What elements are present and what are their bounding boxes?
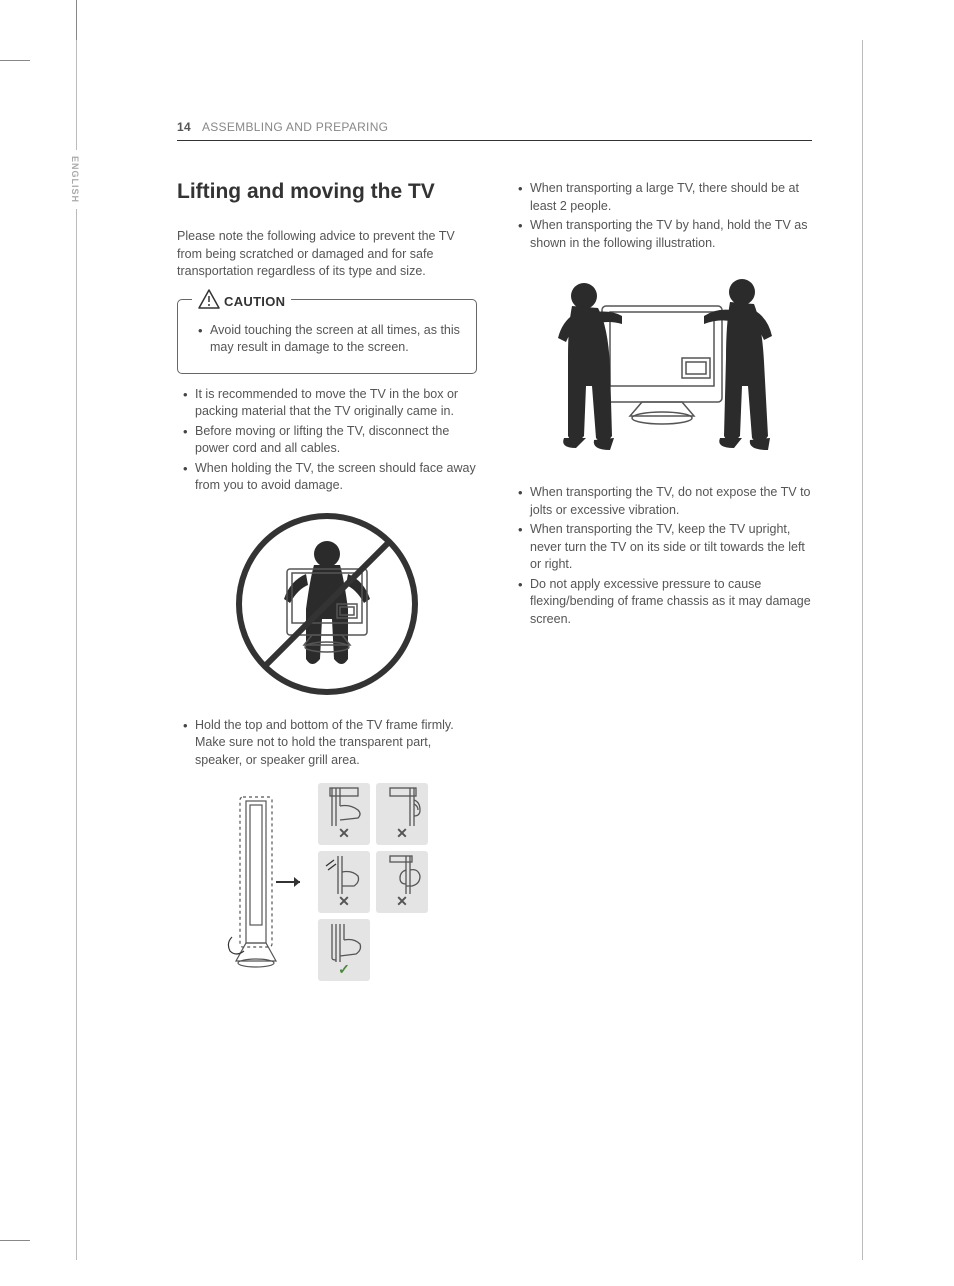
caution-label-text: CAUTION (224, 294, 285, 309)
tv-side-view-icon (226, 787, 306, 977)
two-person-carry-illustration (512, 266, 812, 466)
section-title: Lifting and moving the TV (177, 180, 477, 204)
grip-grid: ✕ ✕ ✕ ✕ (318, 783, 428, 981)
caution-item: Avoid touching the screen at all times, … (192, 322, 462, 357)
list-item: When transporting a large TV, there shou… (512, 180, 812, 215)
grip-wrong-cell: ✕ (318, 783, 370, 845)
check-mark-icon: ✓ (338, 961, 350, 978)
content-columns: Lifting and moving the TV Please note th… (177, 180, 812, 1220)
list-item: When transporting the TV, keep the TV up… (512, 521, 812, 574)
list-item: When transporting the TV, do not expose … (512, 484, 812, 519)
right-column: When transporting a large TV, there shou… (512, 180, 812, 1220)
x-mark-icon: ✕ (338, 825, 350, 842)
left-column: Lifting and moving the TV Please note th… (177, 180, 477, 1220)
caution-label: CAUTION (192, 289, 291, 314)
header-section: ASSEMBLING AND PREPARING (202, 120, 388, 134)
instruction-list: When transporting the TV, do not expose … (512, 484, 812, 628)
page-body: 14 ASSEMBLING AND PREPARING Lifting and … (77, 40, 862, 1260)
list-item: It is recommended to move the TV in the … (177, 386, 477, 421)
page-number: 14 (177, 120, 191, 134)
intro-paragraph: Please note the following advice to prev… (177, 228, 477, 281)
caution-list: Avoid touching the screen at all times, … (192, 322, 462, 357)
grip-wrong-cell: ✕ (376, 783, 428, 845)
list-item: Do not apply excessive pressure to cause… (512, 576, 812, 629)
grip-wrong-cell: ✕ (318, 851, 370, 913)
page-margin-line (862, 40, 863, 1260)
grip-correct-cell: ✓ (318, 919, 370, 981)
caution-box: CAUTION Avoid touching the screen at all… (177, 299, 477, 374)
crop-mark (76, 0, 77, 40)
grip-illustration: ✕ ✕ ✕ ✕ (177, 783, 477, 981)
list-item: When holding the TV, the screen should f… (177, 460, 477, 495)
list-item: When transporting the TV by hand, hold t… (512, 217, 812, 252)
warning-triangle-icon (198, 289, 220, 314)
x-mark-icon: ✕ (396, 825, 408, 842)
list-item: Hold the top and bottom of the TV frame … (177, 717, 477, 770)
running-header: 14 ASSEMBLING AND PREPARING (177, 120, 812, 141)
crop-mark (0, 1240, 30, 1241)
instruction-list: It is recommended to move the TV in the … (177, 386, 477, 495)
prohibit-single-carry-illustration (177, 509, 477, 699)
x-mark-icon: ✕ (338, 893, 350, 910)
x-mark-icon: ✕ (396, 893, 408, 910)
instruction-list: Hold the top and bottom of the TV frame … (177, 717, 477, 770)
crop-mark (0, 60, 30, 61)
grip-wrong-cell: ✕ (376, 851, 428, 913)
instruction-list: When transporting a large TV, there shou… (512, 180, 812, 252)
list-item: Before moving or lifting the TV, disconn… (177, 423, 477, 458)
